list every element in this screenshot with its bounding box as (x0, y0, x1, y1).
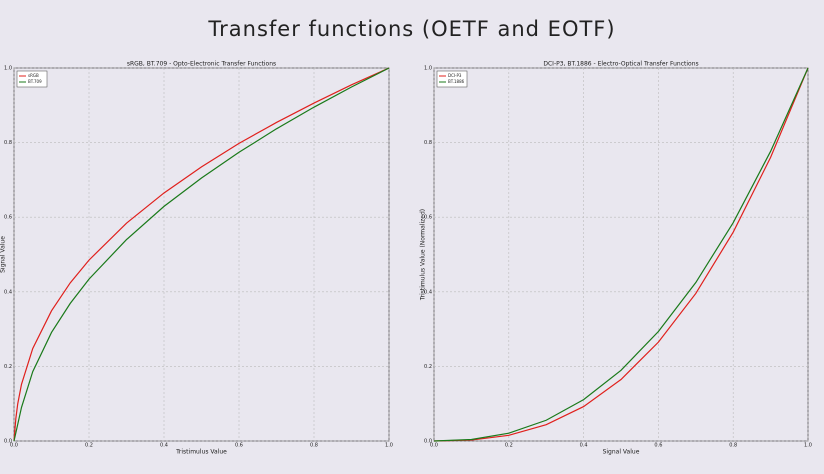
y-tick-label: 0.2 (4, 364, 12, 370)
y-tick-label: 0.8 (4, 140, 12, 146)
x-tick-label: 0.4 (160, 443, 168, 449)
x-tick-label: 1.0 (385, 443, 393, 449)
x-axis-label: Tristimulus Value (175, 449, 227, 456)
y-tick-label: 0.0 (4, 439, 12, 445)
x-tick-label: 0.6 (654, 443, 662, 449)
legend-label: BT.1886 (448, 79, 465, 84)
x-tick-label: 0.8 (310, 443, 318, 449)
y-axis-label: Tristimulus Value (Normalized) (420, 209, 427, 301)
y-tick-label: 0.6 (424, 215, 432, 221)
line (433, 67, 809, 442)
line (13, 67, 390, 442)
x-tick-label: 0.8 (729, 443, 737, 449)
y-tick-label: 0.2 (424, 364, 432, 370)
page-title: Transfer functions (OETF and EOTF) (207, 17, 615, 41)
legend-label: DCI-P3 (448, 73, 462, 78)
legend-label: BT.709 (28, 79, 42, 84)
y-tick-label: 0.8 (424, 140, 432, 146)
chart-title: sRGB, BT.709 - Opto-Electronic Transfer … (127, 61, 276, 68)
x-tick-label: 0.2 (85, 443, 93, 449)
x-tick-label: 0.2 (505, 443, 513, 449)
x-axis-label: Signal Value (603, 449, 640, 456)
line (433, 67, 809, 442)
line (13, 67, 390, 442)
y-tick-label: 1.0 (424, 66, 432, 72)
plot-area (13, 67, 390, 442)
legend (16, 70, 48, 88)
y-tick-label: 0.0 (424, 439, 432, 445)
x-tick-label: 1.0 (804, 443, 812, 449)
y-tick-label: 1.0 (4, 66, 12, 72)
y-tick-label: 0.4 (4, 289, 12, 295)
legend-label: sRGB (28, 73, 39, 78)
x-tick-label: 0.6 (235, 443, 243, 449)
y-tick-label: 0.4 (424, 289, 432, 295)
x-tick-label: 0.0 (430, 443, 438, 449)
x-tick-label: 0.4 (580, 443, 588, 449)
plot-area (433, 67, 809, 442)
y-tick-label: 0.6 (4, 215, 12, 221)
x-tick-label: 0.0 (10, 443, 18, 449)
chart-title: DCI-P3, BT.1886 - Electro-Optical Transf… (543, 61, 698, 68)
y-axis-label: Signal Value (0, 236, 7, 273)
legend (436, 70, 468, 88)
